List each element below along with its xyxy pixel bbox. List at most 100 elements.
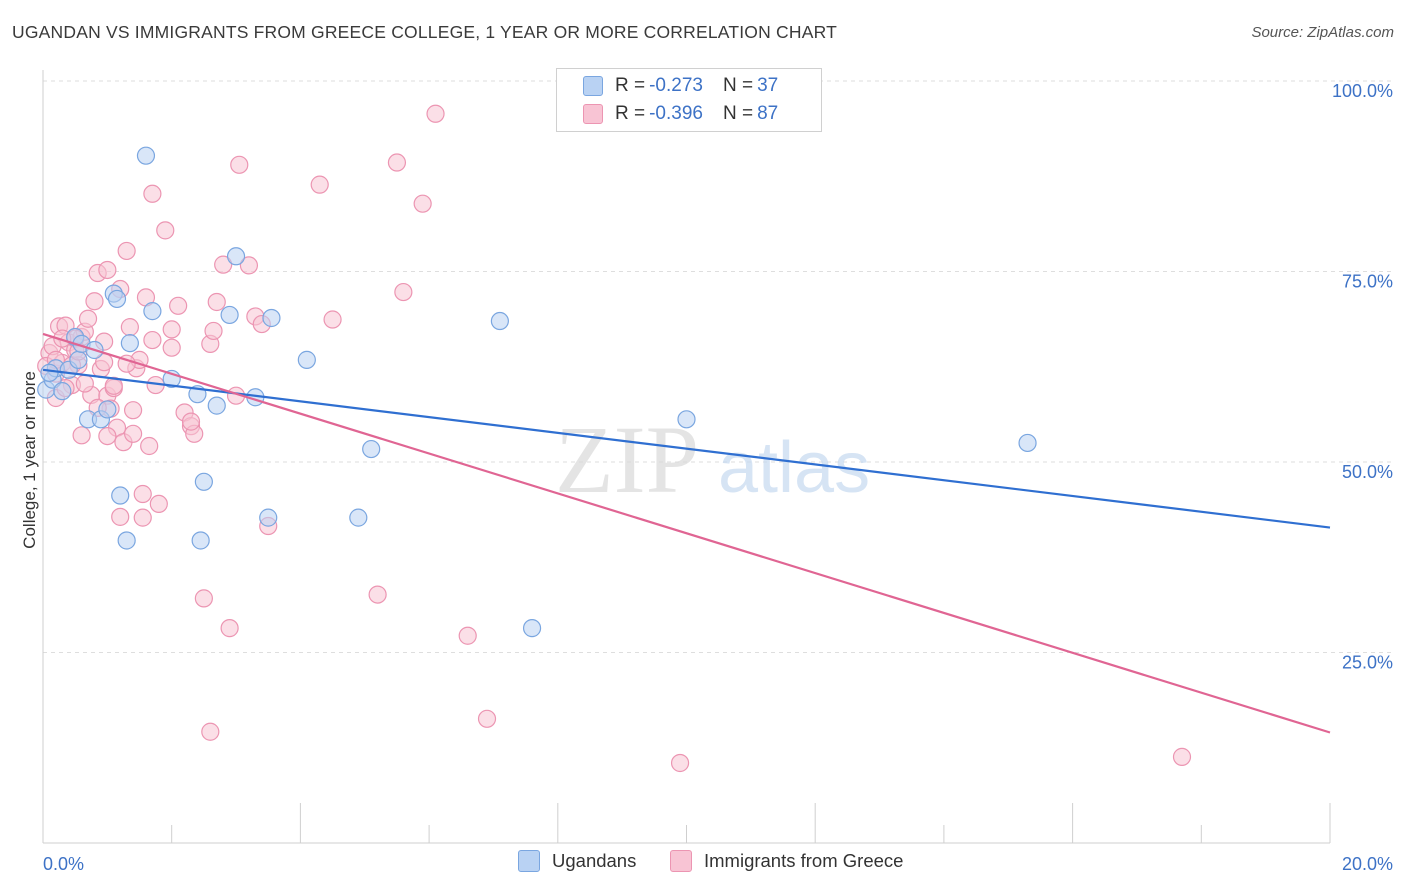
point-greece: [78, 309, 98, 328]
point-greece: [194, 589, 213, 608]
point-ugandans: [362, 439, 381, 459]
legend-swatch-blue: [518, 850, 540, 872]
legend-item-greece[interactable]: Immigrants from Greece: [670, 850, 903, 872]
point-greece: [133, 508, 152, 527]
point-greece: [310, 175, 329, 194]
y-tick-label: 100.0%: [1332, 81, 1393, 101]
point-greece: [201, 722, 220, 741]
x-tick-label-max: 20.0%: [1342, 854, 1393, 874]
y-tick-label: 50.0%: [1342, 462, 1393, 482]
point-greece: [98, 260, 117, 280]
point-greece: [75, 374, 94, 393]
legend-row-ugandans: R = -0.273 N = 37: [557, 74, 778, 98]
point-greece: [120, 318, 139, 337]
legend-swatch-blue: [583, 76, 603, 96]
point-greece: [207, 292, 226, 312]
legend-r-label: R =: [615, 103, 646, 124]
point-greece: [394, 282, 413, 302]
point-ugandans: [259, 508, 278, 527]
point-greece: [162, 320, 181, 339]
point-ugandans: [349, 508, 368, 527]
point-ugandans: [107, 289, 127, 309]
point-ugandans: [40, 363, 59, 382]
legend-n-label: N =: [722, 103, 754, 124]
point-ugandans: [53, 382, 72, 401]
trend-line-ugandans: [42, 368, 1331, 529]
point-greece: [204, 321, 223, 341]
point-greece: [133, 484, 152, 504]
legend-n-value: 87: [757, 103, 779, 124]
y-tick-label: 25.0%: [1342, 653, 1393, 673]
point-ugandans: [194, 472, 213, 491]
point-greece: [458, 626, 477, 645]
point-greece: [413, 194, 432, 213]
point-ugandans: [98, 400, 117, 419]
point-ugandans: [262, 308, 281, 328]
points-ugandans: [37, 146, 1037, 638]
legend-row-greece: R = -0.396 N = 87: [557, 102, 778, 126]
point-greece: [140, 436, 159, 456]
trend-lines: [42, 332, 1331, 734]
point-ugandans: [297, 350, 316, 369]
point-greece: [387, 153, 407, 172]
point-greece: [323, 310, 342, 329]
point-ugandans: [1018, 433, 1037, 453]
legend-series: Ugandans Immigrants from Greece: [0, 850, 1406, 878]
point-ugandans: [226, 247, 246, 266]
point-ugandans: [207, 396, 226, 415]
legend-label-ugandans: Ugandans: [552, 850, 637, 871]
point-greece: [230, 155, 249, 174]
point-greece: [426, 104, 445, 123]
point-ugandans: [490, 311, 509, 331]
legend-swatch-pink: [670, 850, 692, 872]
point-ugandans: [120, 334, 139, 353]
point-greece: [220, 619, 239, 638]
point-ugandans: [143, 302, 162, 321]
watermark: ZIP atlas: [555, 406, 870, 513]
point-greece: [214, 255, 233, 274]
points-immigrants-from-greece: [37, 104, 1192, 773]
point-greece: [123, 401, 143, 420]
point-ugandans: [677, 410, 696, 429]
point-greece: [162, 338, 181, 357]
point-greece: [670, 753, 690, 773]
point-greece: [111, 507, 130, 526]
point-greece: [181, 412, 201, 431]
trend-line-greece: [42, 332, 1331, 734]
x-tick-label-min: 0.0%: [43, 854, 84, 874]
legend-r-value: -0.396: [649, 103, 703, 124]
point-greece: [156, 221, 175, 240]
point-greece: [368, 585, 387, 604]
legend-n-label: N =: [722, 75, 754, 96]
point-ugandans: [220, 305, 239, 325]
point-greece: [123, 424, 143, 443]
point-ugandans: [69, 350, 88, 369]
point-greece: [1172, 747, 1192, 766]
point-ugandans: [522, 619, 542, 638]
legend-label-greece: Immigrants from Greece: [704, 850, 904, 871]
legend-r-value: -0.273: [649, 75, 703, 96]
point-greece: [117, 241, 136, 261]
point-greece: [143, 184, 162, 203]
y-tick-label: 75.0%: [1342, 272, 1393, 292]
chart-title: UGANDAN VS IMMIGRANTS FROM GREECE COLLEG…: [12, 22, 837, 42]
legend-swatch-pink: [583, 104, 603, 124]
point-greece: [477, 709, 497, 728]
point-greece: [143, 330, 162, 350]
chart-source: Source: ZipAtlas.com: [1251, 24, 1394, 41]
y-axis-label: College, 1 year or more: [20, 371, 39, 549]
legend-n-value: 37: [757, 75, 779, 96]
point-greece: [149, 494, 168, 514]
legend-r-label: R =: [615, 75, 646, 96]
point-greece: [104, 376, 123, 395]
legend-correlation-box: R = -0.273 N = 37 R = -0.396 N = 87: [556, 68, 822, 132]
point-greece: [72, 426, 91, 445]
point-ugandans: [136, 146, 156, 165]
point-greece: [98, 426, 117, 446]
point-ugandans: [111, 486, 130, 505]
point-ugandans: [117, 531, 136, 550]
point-greece: [85, 292, 104, 311]
axis-layer: 25.0% 50.0% 75.0% 100.0%: [42, 70, 1393, 844]
legend-item-ugandans[interactable]: Ugandans: [518, 850, 636, 872]
